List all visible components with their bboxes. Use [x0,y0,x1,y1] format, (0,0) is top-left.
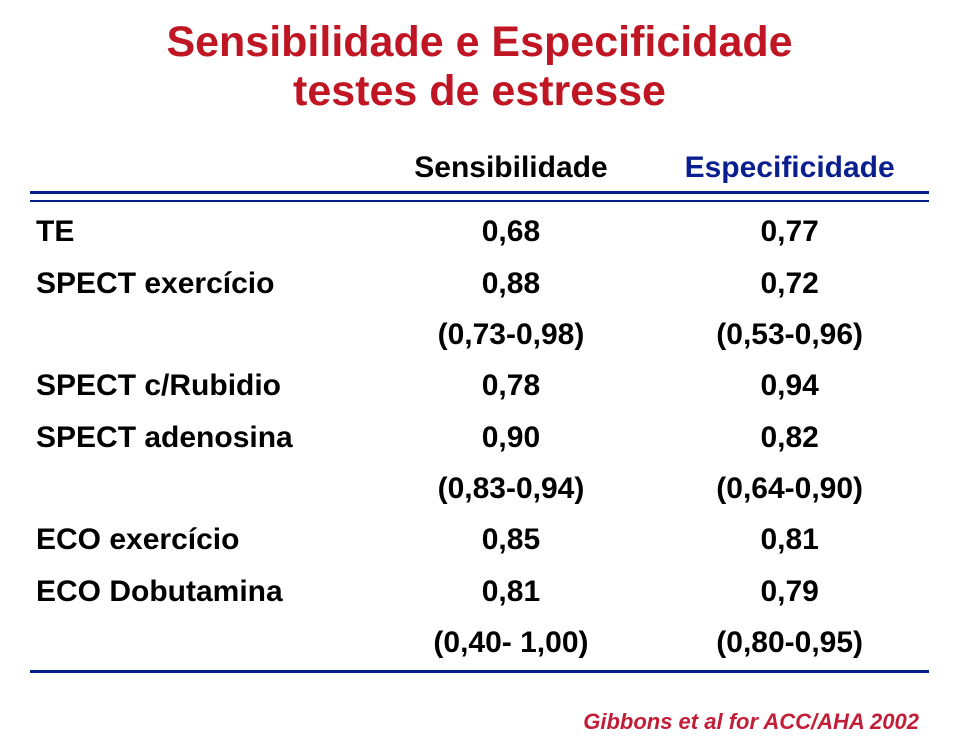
spect-ad-sens: 0,90 [372,412,651,464]
te-sens: 0,68 [372,206,651,258]
spect-ex-sens: 0,88 [372,258,651,310]
header-especificidade: Especificidade [650,151,929,193]
label-spect-adenosina: SPECT adenosina [30,412,372,464]
range3-empty [30,618,372,668]
eco-ex-sens: 0,85 [372,514,651,566]
label-spect-exercicio: SPECT exercício [30,258,372,310]
header-sensibilidade: Sensibilidade [372,151,651,193]
range2-empty [30,464,372,514]
label-eco-exercicio: ECO exercício [30,514,372,566]
te-spec: 0,77 [650,206,929,258]
range2-spec: (0,64-0,90) [650,464,929,514]
row-spect-rubidio: SPECT c/Rubidio 0,78 0,94 [30,360,929,412]
spect-rub-sens: 0,78 [372,360,651,412]
range1-sens: (0,73-0,98) [372,310,651,360]
label-te: TE [30,206,372,258]
spect-rub-spec: 0,94 [650,360,929,412]
spect-ex-spec: 0,72 [650,258,929,310]
range1-empty [30,310,372,360]
eco-ex-spec: 0,81 [650,514,929,566]
citation: Gibbons et al for ACC/AHA 2002 [583,709,919,735]
row-eco-exercicio: ECO exercício 0,85 0,81 [30,514,929,566]
slide-title: Sensibilidade e Especificidade testes de… [30,18,929,117]
range3-spec: (0,80-0,95) [650,618,929,668]
range2-sens: (0,83-0,94) [372,464,651,514]
eco-dob-sens: 0,81 [372,566,651,618]
range1-spec: (0,53-0,96) [650,310,929,360]
row-range-1: (0,73-0,98) (0,53-0,96) [30,310,929,360]
spect-ad-spec: 0,82 [650,412,929,464]
title-line-2: testes de estresse [30,67,929,116]
row-eco-dobutamina: ECO Dobutamina 0,81 0,79 [30,566,929,618]
table-header-row: Sensibilidade Especificidade [30,151,929,193]
label-spect-rubidio: SPECT c/Rubidio [30,360,372,412]
row-spect-exercicio: SPECT exercício 0,88 0,72 [30,258,929,310]
header-empty [30,151,372,193]
range3-sens: (0,40- 1,00) [372,618,651,668]
title-line-1: Sensibilidade e Especificidade [30,18,929,67]
label-eco-dobutamina: ECO Dobutamina [30,566,372,618]
eco-dob-spec: 0,79 [650,566,929,618]
row-range-3: (0,40- 1,00) (0,80-0,95) [30,618,929,668]
sens-spec-table: Sensibilidade Especificidade TE 0,68 0,7… [30,151,929,673]
row-te: TE 0,68 0,77 [30,206,929,258]
row-spect-adenosina: SPECT adenosina 0,90 0,82 [30,412,929,464]
slide: Sensibilidade e Especificidade testes de… [0,0,959,749]
row-range-2: (0,83-0,94) (0,64-0,90) [30,464,929,514]
